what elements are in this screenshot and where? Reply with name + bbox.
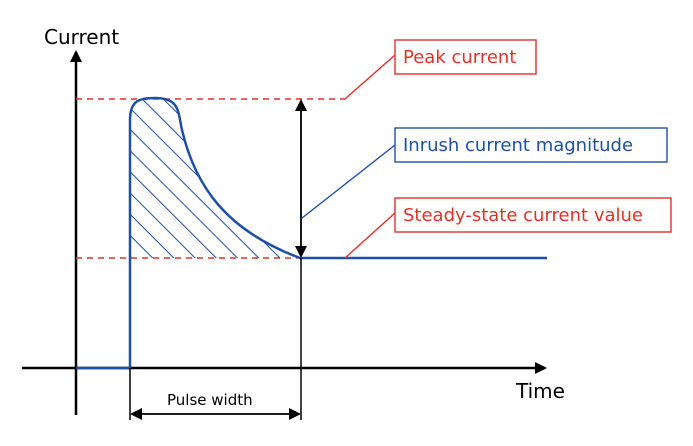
pulse-width-label: Pulse width xyxy=(167,391,253,409)
steady-state-box xyxy=(394,197,672,233)
peak-leader-line xyxy=(344,54,396,100)
inrush-magnitude-box xyxy=(394,127,668,163)
peak-current-box xyxy=(394,39,537,75)
x-axis-label: Time xyxy=(515,379,565,403)
inrush-leader-line xyxy=(301,144,396,219)
peak-current-label: Peak current xyxy=(403,47,516,68)
inrush-hatch-area xyxy=(130,98,300,258)
steady-leader-line xyxy=(344,212,396,259)
steady-state-label: Steady-state current value xyxy=(403,205,643,226)
inrush-magnitude-label: Inrush current magnitude xyxy=(403,135,633,156)
y-axis-label: Current xyxy=(44,25,119,49)
current-waveform xyxy=(76,96,547,370)
